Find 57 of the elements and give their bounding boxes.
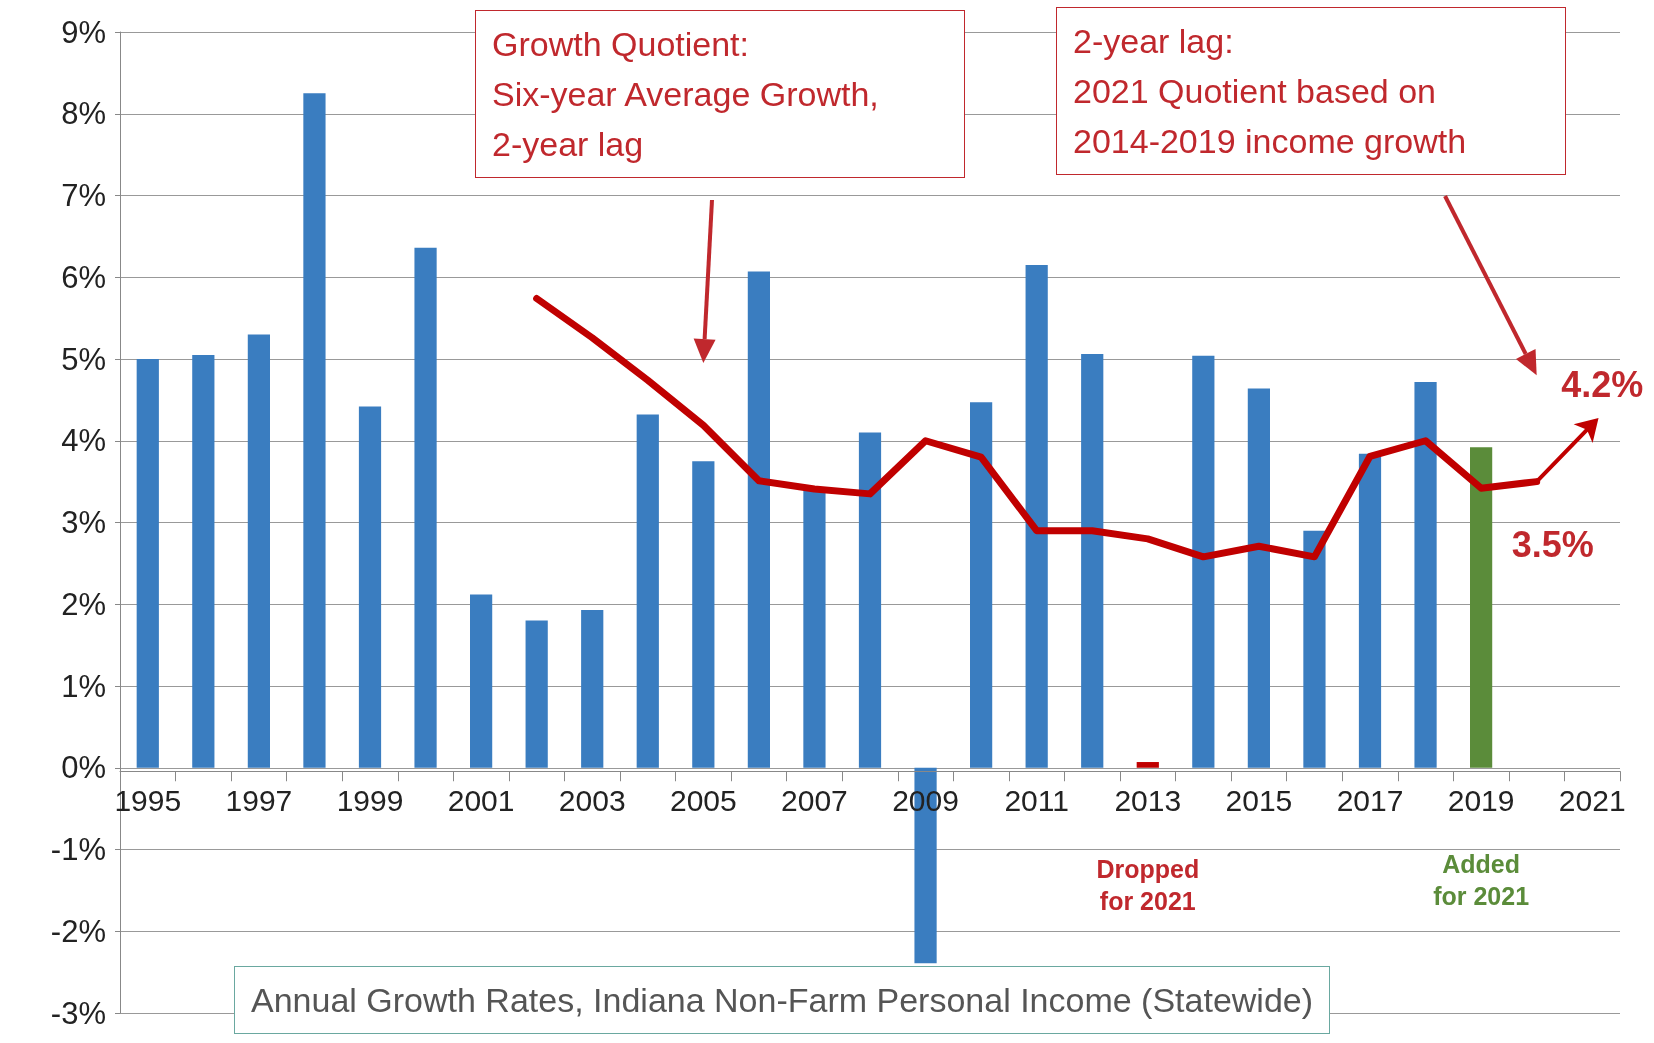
- bar: [1025, 264, 1048, 768]
- bar: [747, 271, 770, 768]
- y-tick-label: 7%: [61, 178, 106, 213]
- y-tick-label: 1%: [61, 668, 106, 704]
- x-tick-label: 2021: [1558, 783, 1626, 817]
- y-tick-label: 2%: [61, 586, 106, 622]
- bar: [358, 406, 382, 768]
- bar: [1247, 388, 1270, 768]
- x-tick-label: 2019: [1447, 783, 1515, 817]
- bar: [1303, 530, 1326, 768]
- y-tick-label: -3%: [50, 995, 106, 1031]
- callout-box: 2-year lag: 2021 Quotient based on 2014-2019 income growth: [1056, 7, 1566, 175]
- x-tick-label: 1999: [336, 783, 404, 817]
- y-tick-label: -1%: [50, 832, 106, 867]
- bar: [1136, 762, 1159, 768]
- y-tick-label: 3%: [61, 505, 106, 540]
- bar: [136, 359, 159, 768]
- x-tick-label: 2007: [781, 783, 848, 817]
- bar: [858, 432, 882, 768]
- y-tick-label: 8%: [61, 96, 106, 132]
- callout-box: Annual Growth Rates, Indiana Non-Farm Personal Income (Statewide): [234, 966, 1331, 1034]
- bar: [525, 620, 548, 768]
- bar: [1358, 453, 1382, 768]
- annotation: Dropped for 2021: [1095, 853, 1201, 918]
- y-tick-label: 6%: [61, 259, 106, 295]
- bar: [247, 334, 270, 768]
- x-tick-label: 2013: [1114, 783, 1182, 817]
- bar: [636, 414, 659, 768]
- y-tick-label: -2%: [50, 913, 106, 949]
- bar: [1470, 447, 1493, 768]
- y-tick-label: 4%: [61, 423, 106, 459]
- x-tick-label: 2005: [669, 783, 737, 817]
- bar: [414, 247, 437, 768]
- bar: [692, 461, 715, 768]
- annotation: 3.5%: [1510, 522, 1595, 567]
- x-tick-label: 2015: [1225, 783, 1293, 817]
- x-tick-label: 2011: [1004, 783, 1069, 817]
- bar: [803, 489, 826, 768]
- x-tick-label: 1995: [114, 783, 182, 817]
- bar: [1192, 355, 1215, 768]
- callout-box: Growth Quotient: Six-year Average Growth, 2-year lag: [475, 10, 965, 178]
- bar: [1414, 381, 1437, 768]
- bar: [192, 354, 215, 768]
- x-tick-label: 2003: [558, 783, 626, 817]
- bar: [970, 402, 993, 768]
- bar: [303, 93, 326, 768]
- x-tick-label: 2017: [1336, 783, 1404, 817]
- annotation: 4.2%: [1560, 363, 1645, 408]
- y-tick-label: 0%: [61, 750, 106, 786]
- x-tick-label: 2001: [447, 783, 515, 817]
- y-tick-label: 5%: [61, 341, 106, 377]
- annotation: Added for 2021: [1432, 848, 1531, 913]
- bar: [581, 609, 604, 768]
- bar: [1081, 354, 1104, 768]
- bar: [470, 594, 493, 768]
- x-tick-label: 1997: [225, 783, 293, 817]
- y-tick-label: 9%: [61, 14, 106, 50]
